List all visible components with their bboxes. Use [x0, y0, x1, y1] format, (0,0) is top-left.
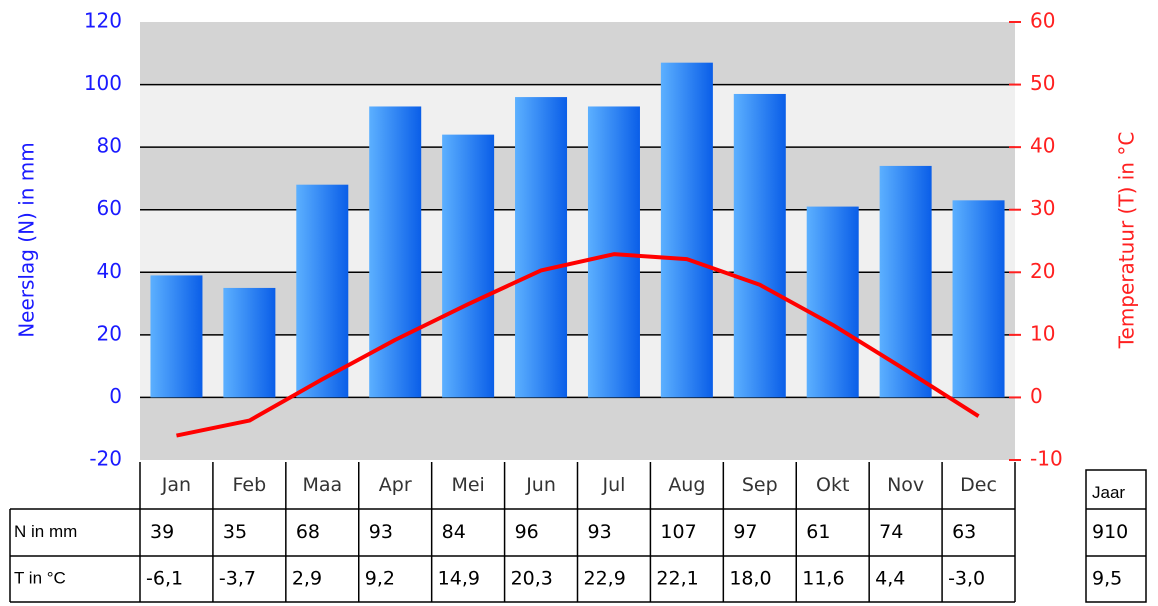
x-tick-label: Jan [161, 474, 191, 496]
y2-tick-label: 30 [1030, 196, 1055, 220]
plot-band [140, 84, 1015, 148]
table-cell: 97 [733, 521, 757, 543]
y-tick-label: 40 [97, 259, 122, 283]
x-tick-label: Feb [233, 474, 267, 496]
y-tick-label: 120 [84, 9, 122, 33]
table-cell: -3,7 [219, 568, 256, 590]
y2-tick-label: 50 [1030, 71, 1055, 95]
table-cell: 93 [369, 521, 393, 543]
y2-tick-label: 10 [1030, 321, 1055, 345]
plot-band [140, 22, 1015, 85]
bar [223, 287, 276, 398]
x-tick-label: Apr [379, 474, 412, 496]
bar [369, 106, 422, 398]
bar [879, 165, 932, 398]
table-cell: 96 [515, 521, 539, 543]
table-cell: 93 [588, 521, 612, 543]
bar [952, 200, 1005, 398]
y2-axis-label: Temperatuur (T) in °C [1115, 132, 1139, 350]
bar [806, 206, 859, 398]
y2-tick-label: -10 [1030, 447, 1063, 471]
y-tick-label: 80 [97, 134, 122, 158]
plot-band [140, 272, 1015, 335]
x-tick-label: Okt [816, 474, 849, 496]
y2-tick-label: 40 [1030, 134, 1055, 158]
x-tick-label: Sep [742, 474, 778, 496]
y-tick-label: -20 [89, 447, 122, 471]
row-label: N in mm [14, 522, 77, 541]
table-cell: 61 [806, 521, 830, 543]
x-tick-label: Jul [601, 474, 625, 496]
x-tick-label: Aug [668, 474, 705, 496]
table-cell: -3,0 [948, 568, 985, 590]
annual-header: Jaar [1092, 483, 1125, 502]
table-cell: 68 [296, 521, 320, 543]
x-tick-label: Maa [302, 474, 342, 496]
table-cell: 9,2 [365, 568, 395, 590]
bar [150, 275, 203, 398]
table-cell: 63 [952, 521, 976, 543]
y-axis-label: Neerslag (N) in mm [15, 142, 39, 338]
table-cell: 84 [442, 521, 466, 543]
bar [733, 93, 786, 398]
annual-box [1085, 469, 1147, 603]
y-tick-label: 100 [84, 71, 122, 95]
x-tick-label: Nov [887, 474, 924, 496]
x-tick-label: Jun [525, 474, 556, 496]
table-cell: 20,3 [511, 568, 553, 590]
y2-tick-label: 0 [1030, 384, 1043, 408]
bar [587, 106, 640, 398]
plot-band [140, 397, 1015, 460]
table-cell: 74 [879, 521, 903, 543]
table-cell: 18,0 [729, 568, 771, 590]
y-tick-label: 60 [97, 196, 122, 220]
table-cell: 4,4 [875, 568, 905, 590]
y2-tick-label: 60 [1030, 9, 1055, 33]
table-cell: 35 [223, 521, 247, 543]
y-tick-label: 0 [109, 384, 122, 408]
table-cell: 107 [660, 521, 696, 543]
x-tick-label: Dec [960, 474, 997, 496]
bar [442, 134, 495, 398]
table-cell: 22,9 [584, 568, 626, 590]
x-tick-label: Mei [451, 474, 484, 496]
table-cell: 22,1 [656, 568, 698, 590]
table-cell: -6,1 [146, 568, 183, 590]
y-tick-label: 20 [97, 321, 122, 345]
row-label: T in °C [14, 568, 66, 587]
table-cell: 11,6 [802, 568, 844, 590]
bar [660, 62, 713, 398]
y2-tick-label: 20 [1030, 259, 1055, 283]
annual-cell: 9,5 [1092, 568, 1122, 590]
annual-cell: 910 [1092, 521, 1128, 543]
bar [296, 184, 349, 398]
table-cell: 14,9 [438, 568, 480, 590]
bar [515, 97, 568, 398]
plot-band [140, 147, 1015, 210]
temperature-line [176, 252, 980, 438]
table-cell: 2,9 [292, 568, 322, 590]
table-cell: 39 [150, 521, 174, 543]
